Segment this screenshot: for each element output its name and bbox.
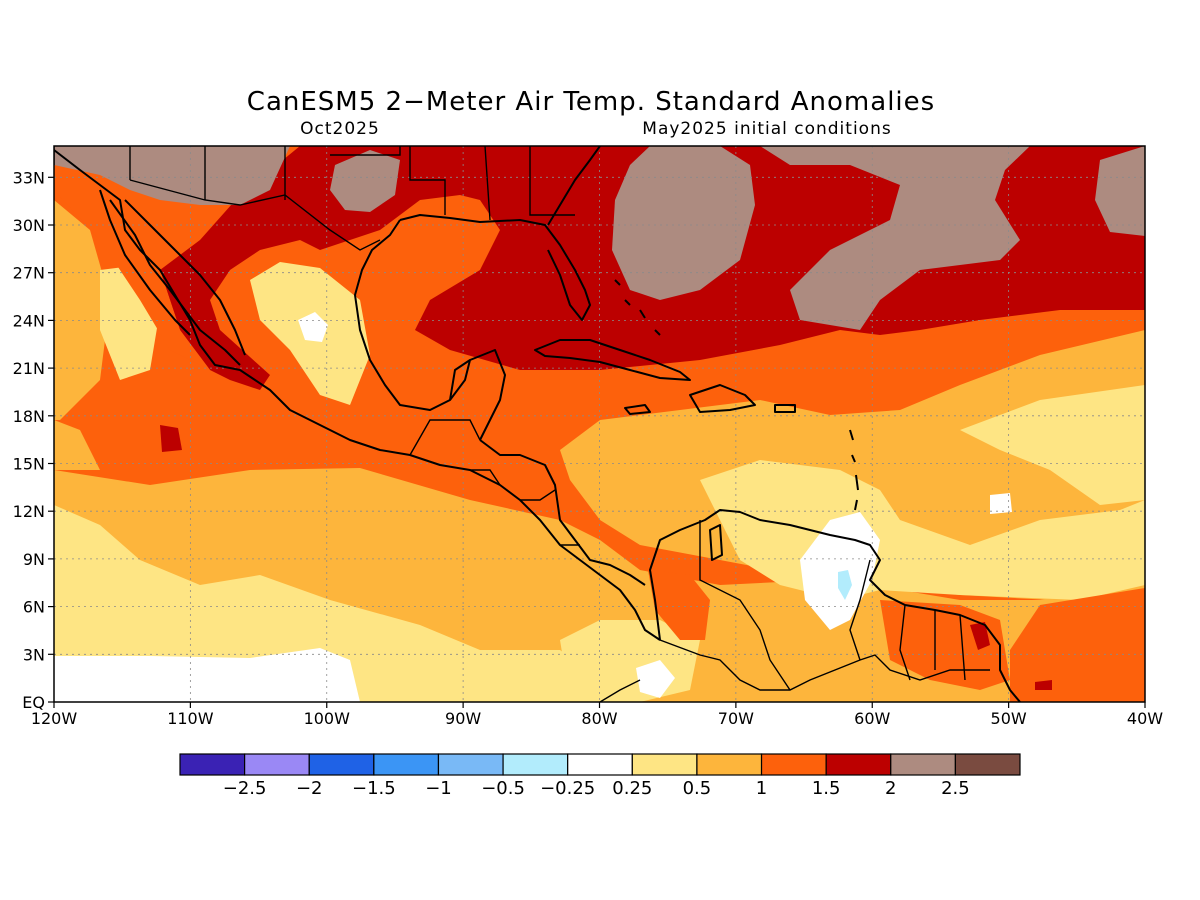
anomaly-region-0.5-1-west-2 (54, 420, 100, 470)
anomaly-region-0.25-0.5-pacific (54, 520, 90, 580)
colorbar-swatch (179, 753, 246, 776)
anomaly-region-1.5-2-brazil (1035, 680, 1052, 690)
colorbar-label: −1 (425, 778, 452, 799)
lat-tick-label: 12N (13, 502, 45, 521)
longitude-axis: 120W 110W 100W 90W 80W 70W 60W 50W 40W (31, 702, 1163, 728)
anomaly-region-1.5-2-guianas (970, 622, 990, 650)
colorbar: −2.5 −2 −1.5 −1 −0.5 −0.25 0.25 0.5 1 1.5 2 2.5 (179, 753, 1021, 799)
map-subtitle-month: Oct2025 (300, 119, 380, 139)
colorbar-swatch (244, 753, 310, 776)
anomaly-region-neutral-south (54, 648, 360, 702)
anomaly-region-2-2.5-southwest-us (54, 146, 290, 205)
lat-tick-label: 15N (13, 455, 45, 474)
lon-tick-label: 60W (854, 709, 890, 728)
colorbar-swatch (890, 753, 956, 776)
map-title: CanESM5 2−Meter Air Temp. Standard Anoma… (247, 87, 935, 117)
anomaly-region-neutral-mexico (298, 312, 328, 342)
coastlines (54, 146, 1021, 702)
map-subtitle-init: May2025 initial conditions (642, 119, 891, 139)
colorbar-label: −0.25 (540, 778, 595, 799)
colorbar-label: −2 (296, 778, 323, 799)
anomaly-region-1-1.5-colombia (648, 570, 710, 640)
anomaly-region-neutral-atlantic (990, 493, 1012, 514)
colorbar-swatch (696, 753, 763, 776)
anomaly-region-1.5-2-pacific (160, 425, 182, 452)
colorbar-swatch (567, 753, 633, 776)
anomaly-region-2-2.5-atlantic-central (760, 146, 1030, 330)
anomaly-region-2-2.5-atlantic-east (1095, 146, 1145, 236)
political-borders (54, 146, 990, 702)
lat-tick-label: 6N (23, 598, 45, 617)
anomaly-region-0.25-0.5-south (54, 505, 620, 702)
colorbar-label: 2.5 (941, 778, 970, 799)
colorbar-label: 1.5 (812, 778, 841, 799)
lon-tick-label: 70W (718, 709, 754, 728)
colorbar-swatch (373, 753, 440, 776)
anomaly-region-2-2.5-atlantic-west (612, 146, 755, 300)
anomaly-field (54, 146, 1145, 702)
colorbar-swatch (760, 753, 827, 776)
lat-tick-label: 21N (13, 359, 45, 378)
colorbar-swatch (954, 753, 1021, 776)
lat-tick-label: 3N (23, 645, 45, 664)
colorbar-label: −1.5 (352, 778, 396, 799)
anomaly-region-1-1.5-brazil (1010, 588, 1145, 702)
colorbar-label: −0.5 (481, 778, 525, 799)
lat-tick-label: 18N (13, 407, 45, 426)
colorbar-swatch (825, 753, 892, 776)
lat-tick-label: 9N (23, 550, 45, 569)
lat-tick-label: 33N (13, 168, 45, 187)
anomaly-region-cool-spot (838, 570, 852, 600)
colorbar-swatch (502, 753, 569, 776)
lon-tick-label: 90W (445, 709, 481, 728)
lat-tick-label: EQ (22, 693, 45, 712)
anomaly-region-0.25-0.5-east (960, 385, 1145, 505)
lat-lon-grid (54, 146, 1145, 702)
anomaly-region-2-2.5-texas (330, 150, 400, 212)
lon-tick-label: 50W (991, 709, 1027, 728)
lon-tick-label: 40W (1127, 709, 1163, 728)
colorbar-label: −2.5 (223, 778, 267, 799)
lon-tick-label: 120W (31, 709, 78, 728)
anomaly-region-0.5-1-caribbean (560, 330, 1145, 600)
lon-tick-label: 80W (581, 709, 617, 728)
colorbar-label: 1 (756, 778, 767, 799)
lat-tick-label: 27N (13, 264, 45, 283)
lat-tick-label: 30N (13, 216, 45, 235)
lon-tick-label: 100W (304, 709, 351, 728)
colorbar-label: 0.5 (683, 778, 712, 799)
colorbar-swatch (437, 753, 504, 776)
colorbar-swatch (631, 753, 698, 776)
latitude-axis: EQ 3N 6N 9N 12N 15N 18N 21N 24N 27N 30N 33N (13, 168, 54, 712)
colorbar-label: 2 (885, 778, 896, 799)
anomaly-region-0.5-1-west (54, 200, 110, 420)
anomaly-region-neutral-colombia (636, 660, 675, 698)
colorbar-swatch (308, 753, 375, 776)
lat-tick-label: 24N (13, 311, 45, 330)
colorbar-label: 0.25 (612, 778, 652, 799)
lon-tick-label: 110W (167, 709, 214, 728)
